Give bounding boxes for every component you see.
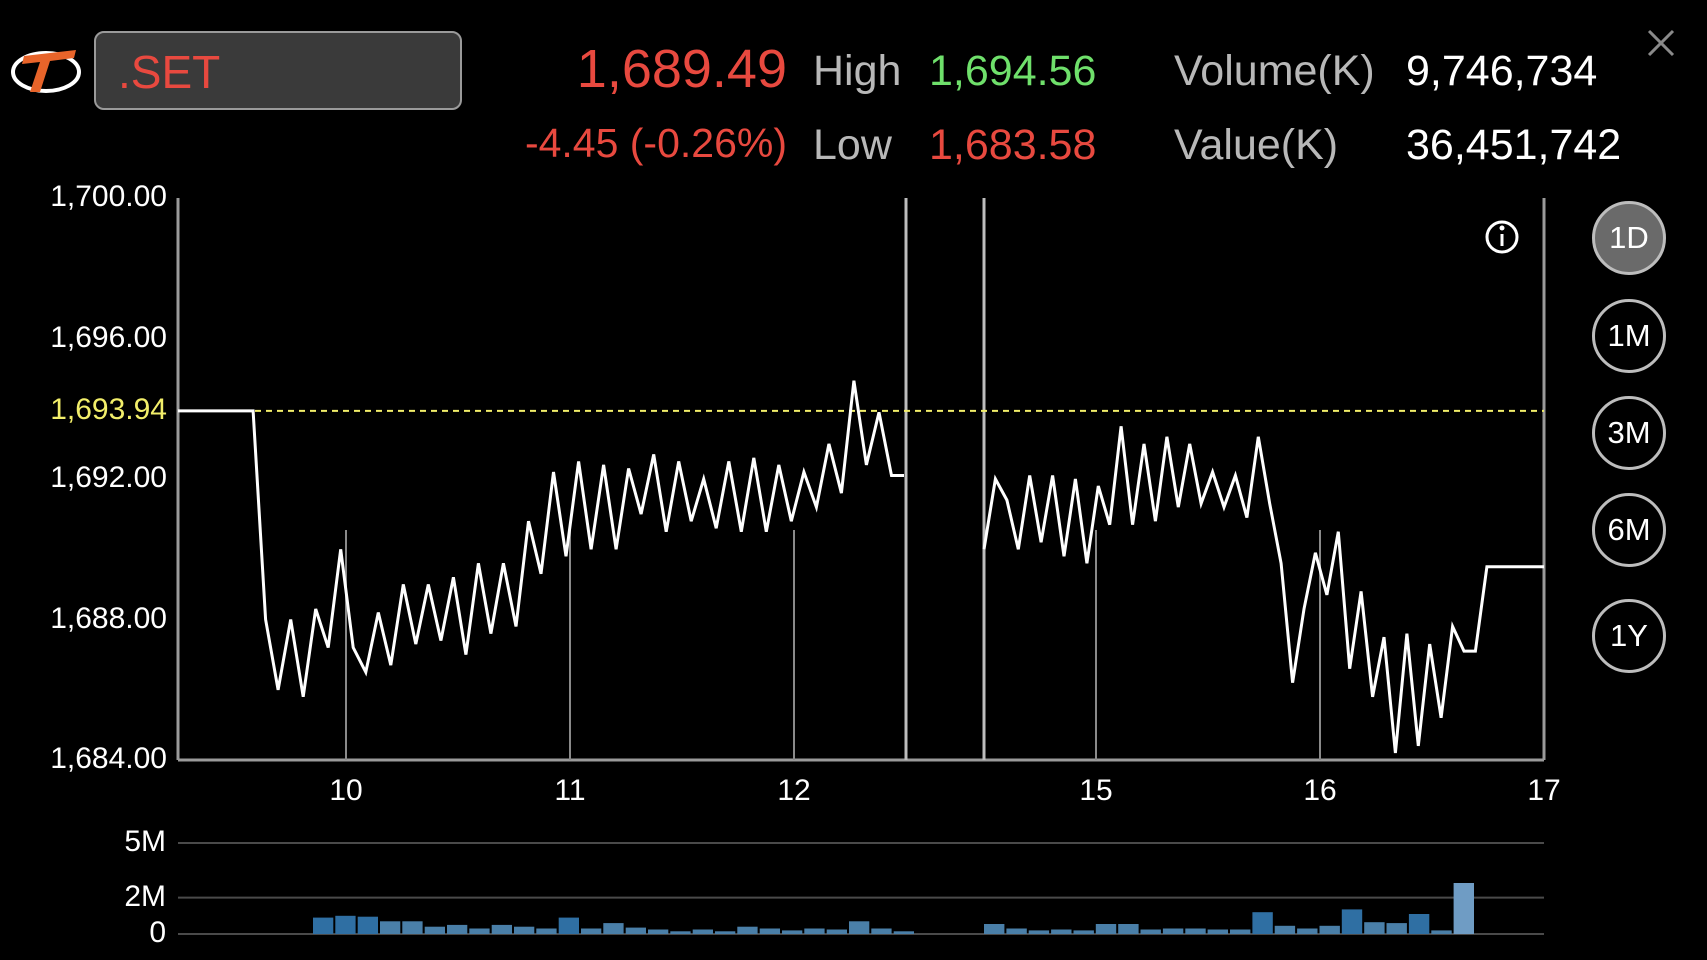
volume-bar	[1207, 929, 1228, 934]
grid-layer	[176, 198, 1546, 762]
app-logo-icon	[11, 50, 81, 93]
volume-bar	[826, 929, 847, 934]
range-3m-button[interactable]: 3M	[1592, 396, 1666, 470]
volume-bar	[692, 929, 713, 934]
volume-bar	[1386, 923, 1407, 934]
volume-bar	[1408, 914, 1430, 934]
volume-bar	[469, 928, 490, 934]
volume-bar	[402, 921, 423, 934]
volume-bar	[1252, 912, 1273, 934]
range-1m-button[interactable]: 1M	[1592, 299, 1666, 373]
range-1d-button[interactable]: 1D	[1592, 201, 1666, 275]
volume-bar	[603, 923, 624, 934]
volume-bar	[1297, 928, 1318, 934]
price-line-layer	[178, 380, 1544, 754]
symbol-value: .SET	[118, 46, 221, 98]
low-value: 1,683.58	[929, 121, 1097, 169]
volume-bar	[984, 924, 1005, 934]
volume-bar	[849, 921, 870, 934]
reference-label: 1,693.94	[50, 392, 167, 426]
volume-bar	[1095, 924, 1117, 934]
volume-bar	[491, 924, 512, 934]
volume-bar	[804, 928, 825, 934]
volume-label: Volume(K)	[1174, 47, 1375, 95]
x-tick-label: 17	[1527, 774, 1561, 807]
volume-bar	[893, 931, 914, 934]
x-tick-label: 12	[777, 774, 811, 807]
value-label: Value(K)	[1174, 121, 1339, 169]
range-6m-button[interactable]: 6M	[1592, 493, 1666, 567]
x-tick-label: 15	[1079, 774, 1113, 807]
volume-bar	[759, 928, 780, 934]
low-label: Low	[813, 121, 892, 169]
volume-bar	[1453, 883, 1474, 934]
price-line-segment	[178, 380, 904, 698]
range-1y-button[interactable]: 1Y	[1592, 599, 1666, 673]
volume-bar	[313, 917, 334, 934]
info-icon[interactable]	[1485, 220, 1519, 254]
volume-value: 9,746,734	[1406, 47, 1598, 95]
volume-bar	[871, 928, 892, 934]
volume-bar	[737, 926, 758, 934]
y-tick-label: 1,684.00	[50, 742, 167, 775]
symbol-input[interactable]: .SET	[94, 31, 462, 110]
volume-bar	[1364, 922, 1385, 934]
volume-bar	[1230, 929, 1251, 934]
value-value: 36,451,742	[1406, 121, 1622, 169]
y-tick-label: 1,692.00	[50, 461, 167, 494]
x-tick-label: 11	[554, 774, 586, 807]
volume-bar	[1431, 930, 1452, 934]
volume-bar	[670, 931, 691, 934]
volume-bar	[1341, 909, 1363, 934]
price-line-segment	[982, 426, 1544, 754]
volume-bar	[581, 928, 602, 934]
volume-bar	[1140, 929, 1161, 934]
volume-bar	[1319, 925, 1340, 934]
volume-bar	[357, 916, 378, 934]
volume-bar	[558, 917, 579, 934]
price-change: -4.45 (-0.26%)	[524, 120, 787, 166]
volume-bar	[782, 930, 803, 934]
close-icon[interactable]	[1644, 26, 1678, 60]
volume-bar	[715, 931, 736, 934]
high-value: 1,694.56	[929, 47, 1097, 95]
volume-tick-label: 5M	[124, 825, 166, 858]
x-tick-label: 10	[329, 774, 363, 807]
x-tick-label: 16	[1303, 774, 1337, 807]
high-label: High	[813, 47, 902, 95]
volume-bar	[1073, 930, 1094, 934]
volume-bar	[1006, 928, 1027, 934]
volume-bar	[380, 921, 401, 934]
volume-bar	[648, 929, 669, 934]
y-tick-label: 1,700.00	[50, 180, 167, 213]
y-tick-label: 1,696.00	[50, 320, 167, 354]
volume-bar	[625, 927, 646, 934]
volume-bar	[514, 926, 535, 934]
volume-bar	[424, 926, 445, 934]
volume-bar	[536, 928, 557, 934]
volume-tick-label: 0	[149, 916, 166, 949]
y-tick-label: 1,688.00	[50, 601, 167, 635]
volume-bar	[1051, 929, 1072, 934]
volume-bar	[1274, 925, 1296, 934]
volume-bar	[1028, 930, 1050, 934]
volume-bar	[1118, 924, 1139, 934]
volume-tick-label: 2M	[124, 879, 166, 913]
volume-bar	[447, 924, 468, 934]
volume-bar	[335, 915, 356, 934]
volume-bar	[1162, 928, 1184, 934]
volume-layer	[178, 842, 1544, 935]
volume-bar	[1185, 928, 1206, 934]
last-price: 1,689.49	[576, 39, 787, 99]
